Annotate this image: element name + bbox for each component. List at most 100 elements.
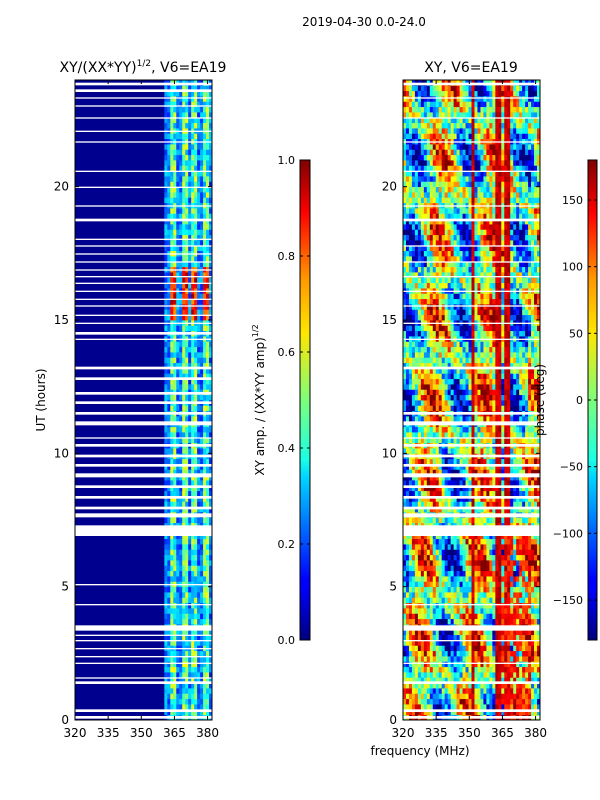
heatmap-cell	[209, 458, 212, 465]
heatmap-cell	[501, 474, 505, 481]
flagged-row	[75, 314, 212, 316]
heatmap-cell	[209, 464, 212, 470]
heatmap-cell	[179, 325, 183, 332]
heatmap-cell	[206, 357, 210, 364]
heatmap-cell	[453, 549, 458, 556]
heatmap-cell	[432, 693, 437, 700]
heatmap-cell	[173, 640, 177, 646]
heatmap-cell	[403, 666, 407, 673]
heatmap-cell	[173, 485, 177, 492]
heatmap-cell	[173, 256, 177, 262]
heatmap-cell	[501, 485, 505, 492]
heatmap-cell	[403, 688, 407, 694]
heatmap-cell	[176, 96, 180, 102]
heatmap-cell	[474, 661, 478, 668]
heatmap-cell	[471, 570, 475, 577]
heatmap-cell	[504, 634, 508, 641]
heatmap-cell	[179, 154, 183, 161]
y-tick-label: 10	[54, 446, 69, 460]
heatmap-cell	[498, 474, 502, 481]
heatmap-cell	[197, 608, 201, 614]
heatmap-cell	[200, 544, 204, 550]
heatmap-cell	[486, 426, 490, 433]
heatmap-cell	[403, 634, 407, 641]
heatmap-cell	[468, 533, 472, 540]
heatmap-cell	[537, 400, 540, 406]
heatmap-cell	[507, 400, 511, 406]
heatmap-cell	[179, 192, 183, 198]
heatmap-cell	[513, 597, 517, 604]
heatmap-cell	[459, 384, 463, 390]
heatmap-cell	[191, 576, 195, 582]
heatmap-cell	[417, 394, 422, 401]
heatmap-cell	[504, 666, 508, 673]
heatmap-cell	[504, 618, 508, 625]
colorbar-tick-label: 0.8	[278, 250, 296, 263]
heatmap-cell	[498, 549, 502, 556]
heatmap-cell	[197, 661, 201, 668]
heatmap-cell	[432, 576, 437, 582]
heatmap-cell	[474, 608, 478, 614]
heatmap-cell	[429, 384, 434, 390]
heatmap-cell	[441, 400, 446, 406]
heatmap-cell	[444, 389, 449, 396]
colorbar-tick-label: 0.4	[278, 442, 296, 455]
heatmap-cell	[170, 682, 174, 689]
heatmap-cell	[197, 506, 201, 513]
heatmap-cell	[176, 474, 180, 481]
heatmap-cell	[432, 570, 437, 577]
heatmap-cell	[522, 501, 526, 508]
heatmap-cell	[191, 117, 195, 124]
heatmap-cell	[209, 549, 212, 556]
heatmap-cell	[405, 490, 410, 497]
heatmap-cell	[417, 416, 422, 422]
heatmap-cell	[453, 533, 458, 540]
heatmap-cell	[194, 117, 198, 124]
heatmap-cell	[447, 560, 452, 566]
heatmap-cell	[173, 490, 177, 497]
heatmap-cell	[486, 666, 490, 673]
heatmap-cell	[194, 85, 198, 92]
heatmap-cell	[173, 144, 177, 150]
heatmap-cell	[486, 517, 490, 524]
heatmap-cell	[420, 672, 425, 678]
heatmap-cell	[447, 378, 452, 385]
heatmap-cell	[465, 682, 469, 689]
heatmap-cell	[200, 160, 204, 166]
heatmap-cell	[179, 240, 183, 246]
heatmap-cell	[176, 208, 180, 214]
heatmap-cell	[471, 474, 475, 481]
heatmap-cell	[408, 384, 413, 390]
heatmap-cell	[468, 672, 472, 678]
heatmap-cell	[492, 602, 496, 609]
heatmap-cell	[185, 368, 189, 374]
heatmap-cell	[447, 480, 452, 486]
heatmap-cell	[474, 672, 478, 678]
heatmap-cell	[453, 602, 458, 609]
heatmap-cell	[486, 629, 490, 636]
heatmap-cell	[173, 240, 177, 246]
heatmap-cell	[191, 570, 195, 577]
heatmap-cell	[167, 160, 171, 166]
heatmap-cell	[203, 704, 207, 710]
heatmap-cell	[417, 640, 422, 646]
heatmap-cell	[411, 533, 416, 540]
heatmap-cell	[411, 576, 416, 582]
heatmap-cell	[179, 570, 183, 577]
heatmap-cell	[495, 613, 499, 620]
heatmap-cell	[203, 272, 207, 278]
heatmap-cell	[450, 389, 455, 396]
heatmap-cell	[435, 426, 440, 433]
heatmap-cell	[495, 565, 499, 572]
heatmap-cell	[173, 165, 177, 172]
heatmap-cell	[179, 709, 183, 716]
amplitude-title-main: XY/(XX*YY)	[60, 60, 137, 76]
heatmap-cell	[462, 426, 466, 433]
heatmap-cell	[480, 490, 484, 497]
heatmap-cell	[403, 586, 407, 593]
heatmap-cell	[465, 560, 469, 566]
flagged-row	[75, 205, 212, 207]
heatmap-cell	[417, 549, 422, 556]
heatmap-cell	[179, 160, 183, 166]
heatmap-cell	[185, 261, 189, 268]
